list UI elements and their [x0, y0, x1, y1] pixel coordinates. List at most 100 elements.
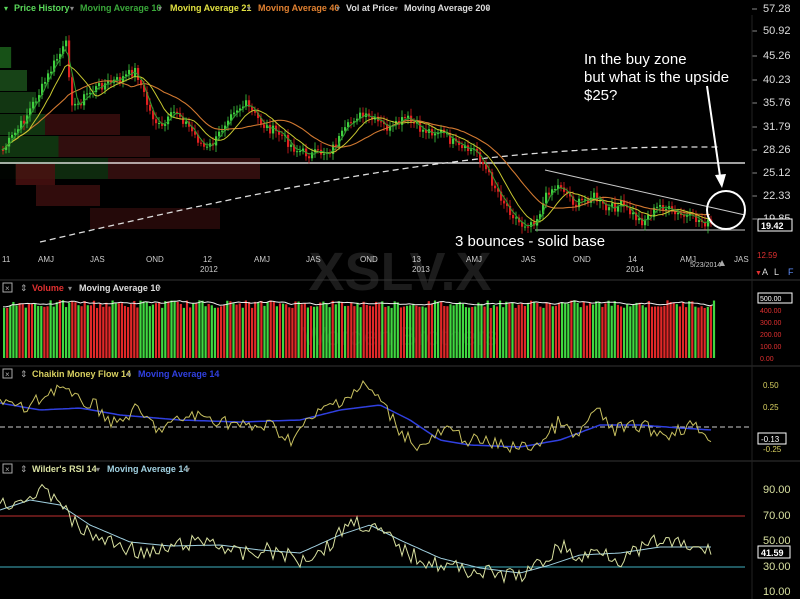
legend-volume-ma10[interactable]: Moving Average 10	[79, 283, 160, 293]
legend-price-history[interactable]: Price History	[14, 3, 70, 13]
volume-tick-label: 300.00	[760, 320, 782, 327]
price-tick-label: 25.12	[763, 167, 791, 179]
price-tick-label: 35.76	[763, 97, 791, 109]
price-tick-label: 28.26	[763, 144, 791, 156]
time-tick-label: JAS	[734, 255, 749, 264]
cmf-tick-label: -0.25	[763, 445, 782, 454]
volume-bars	[3, 300, 716, 358]
cmf-axis: 0.50 0.25 -0.25	[763, 381, 782, 454]
close-icon-glyph: ×	[5, 284, 10, 293]
arrow-head-icon	[715, 174, 726, 188]
chevron-down-icon[interactable]: ▾	[4, 4, 8, 13]
price-legend: ▾ Price History ▾ Moving Average 10 ▾ Mo…	[4, 3, 490, 13]
rsi-axis: 90.00 70.00 50.00 30.00 10.00	[763, 484, 791, 598]
legend-ma200[interactable]: Moving Average 200	[404, 3, 490, 13]
chevron-down-icon[interactable]: ▾	[127, 370, 131, 379]
watermark-symbol: XSLV.X	[308, 242, 491, 302]
chevron-down-icon[interactable]: ▾	[247, 4, 251, 13]
annotation-upside-line1: In the buy zone	[584, 51, 687, 68]
close-icon[interactable]	[2, 368, 13, 379]
legend-ma40[interactable]: Moving Average 40	[258, 3, 339, 13]
rsi-tick-label: 50.00	[763, 535, 791, 547]
year-label: 2013	[412, 265, 430, 274]
volume-tick-label: 200.00	[760, 332, 782, 339]
close-icon-glyph: ×	[5, 370, 10, 379]
legend-cmf-ma14[interactable]: Moving Average 14	[138, 369, 219, 379]
legend-ma10[interactable]: Moving Average 10	[80, 3, 161, 13]
rsi-tick-label: 70.00	[763, 510, 791, 522]
drag-icon[interactable]: ⇕	[20, 464, 28, 474]
time-tick-label: JAS	[306, 255, 321, 264]
toggle-f[interactable]: F	[788, 267, 794, 277]
cmf-tick-label: 0.25	[763, 403, 779, 412]
rsi-line	[0, 483, 712, 584]
drag-icon[interactable]: ⇕	[20, 369, 28, 379]
annotation-base: 3 bounces - solid base	[455, 233, 605, 250]
annotation-upside-line3: $25?	[584, 87, 617, 104]
time-axis: 11 AMJ JAS OND 12 AMJ JAS OND 13 AMJ JAS OND 14 AMJ JA…	[2, 255, 749, 274]
volume-tick-label: 0.00	[760, 356, 774, 363]
price-tick-label: 57.28	[763, 3, 791, 15]
legend-rsi-ma14[interactable]: Moving Average 14	[107, 464, 188, 474]
date-marker-icon	[719, 260, 725, 266]
time-tick-label: 11	[2, 255, 11, 264]
price-tick-label: 40.23	[763, 74, 791, 86]
rsi-value-box	[757, 545, 791, 559]
chevron-down-icon[interactable]: ▾	[157, 284, 161, 293]
legend-ma21[interactable]: Moving Average 21	[170, 3, 251, 13]
arrow-down-icon[interactable]: ▼	[755, 270, 762, 277]
legend-volume[interactable]: Volume	[32, 283, 64, 293]
price-axis: 57.28 50.92 45.26 40.23 35.76 31.79 28.26 25.12…	[752, 3, 791, 225]
time-tick-label: 13	[412, 255, 421, 264]
last-price-box	[757, 218, 793, 232]
chevron-down-icon[interactable]: ▾	[68, 284, 72, 293]
chevron-down-icon[interactable]: ▾	[394, 4, 398, 13]
price-panel[interactable]: ▾ Price History ▾ Moving Average 10 ▾ Mo…	[0, 3, 794, 277]
close-icon[interactable]	[2, 282, 13, 293]
ma200-line	[39, 146, 720, 243]
time-tick-label: 14	[628, 255, 637, 264]
annotation-arrow	[706, 85, 721, 177]
time-tick-label: JAS	[521, 255, 536, 264]
legend-rsi[interactable]: Wilder's RSI 14	[32, 464, 97, 474]
volume-at-price	[0, 47, 260, 229]
chevron-down-icon[interactable]: ▾	[158, 4, 162, 13]
time-tick-label: OND	[146, 255, 164, 264]
rsi-panel[interactable]: × ⇕ Wilder's RSI 14 ▾ Moving Average 14 …	[0, 463, 791, 598]
drag-icon[interactable]: ⇕	[20, 283, 28, 293]
volume-panel[interactable]: × ⇕ Volume ▾ Moving Average 10 ▾ 500.00 4…	[2, 282, 793, 363]
year-label: 2014	[626, 265, 644, 274]
low-price: 12.59	[757, 251, 778, 260]
volume-axis: 500.00 400.00 300.00 200.00 100.00 0.00	[757, 292, 793, 363]
ma10-line	[1, 48, 711, 227]
toggle-l[interactable]: L	[774, 267, 779, 277]
date-label: 5/23/2014	[690, 262, 721, 269]
rsi-last-value: 41.59	[761, 548, 784, 558]
downtrend-line	[544, 169, 746, 216]
buy-zone-circle	[706, 190, 746, 230]
legend-cmf[interactable]: Chaikin Money Flow 14	[32, 369, 131, 379]
close-icon-glyph: ×	[5, 465, 10, 474]
annotation-upside-line2: but what is the upside	[584, 69, 729, 86]
rsi-ma-line	[0, 499, 711, 574]
chevron-down-icon[interactable]: ▾	[486, 4, 490, 13]
rsi-tick-label: 90.00	[763, 484, 791, 496]
cmf-last-value: -0.13	[761, 435, 780, 444]
chevron-down-icon[interactable]: ▾	[336, 4, 340, 13]
time-tick-label: AMJ	[38, 255, 54, 264]
toggle-a[interactable]: A	[762, 267, 768, 277]
close-icon[interactable]	[2, 463, 13, 474]
time-tick-label: JAS	[90, 255, 105, 264]
cmf-line	[0, 379, 712, 454]
cmf-panel[interactable]: × ⇕ Chaikin Money Flow 14 ▾ Moving Avera…	[0, 368, 787, 454]
chevron-down-icon[interactable]: ▾	[96, 465, 100, 474]
rsi-tick-label: 10.00	[763, 586, 791, 598]
cmf-tick-label: 0.50	[763, 381, 779, 390]
last-price: 19.42	[761, 221, 784, 231]
chevron-down-icon[interactable]: ▾	[186, 465, 190, 474]
time-tick-label: AMJ	[466, 255, 482, 264]
legend-vol-at-price[interactable]: Vol at Price	[346, 3, 394, 13]
chevron-down-icon[interactable]: ▾	[70, 4, 74, 13]
year-label: 2012	[200, 265, 218, 274]
